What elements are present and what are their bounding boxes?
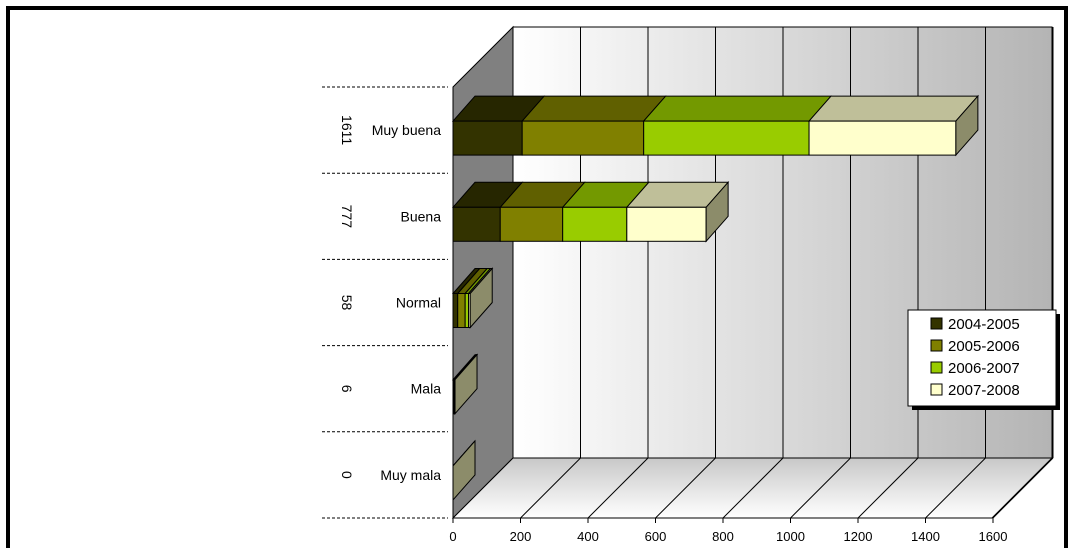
floor-gridline [587,457,649,519]
bar-segment-top [642,95,833,122]
bar-end-face [469,267,493,329]
category-labels: Muy buena 1611 Buena 777 Normal 58 Mala 6 Muy ma… [339,115,441,483]
tick-label: 0 [449,529,456,544]
legend-swatch-2006-2007 [930,361,943,374]
bar-end-face [705,180,729,243]
bar-segment [625,181,730,242]
bar-segment [499,181,586,242]
bar-segment-front [626,206,707,242]
legend-swatch-2007-2008 [930,383,943,396]
bar-segment [451,181,524,242]
bar-segment-front [464,293,470,328]
category-label: Muy buena [372,122,441,138]
legend-swatch-2004-2005 [930,317,943,330]
legend-label: 2007-2008 [948,382,1020,399]
legend-swatch-2005-2006 [930,339,943,352]
category-label: Muy mala [380,467,441,483]
bar-end-face [454,353,478,416]
legend-label: 2004-2005 [948,316,1020,333]
bar-segment [642,95,833,156]
legend-label: 2006-2007 [948,360,1020,377]
tick-label: 400 [577,529,599,544]
floor-gridline [790,457,851,519]
bar-segment [807,95,979,156]
bar-segment-front [499,206,564,242]
category-separators [322,86,448,519]
bar-segment-front [643,120,810,156]
floor-gridline [655,457,716,519]
bar-segment-front [457,293,466,328]
floor-gridline [520,457,581,519]
tick-label: 600 [645,529,667,544]
floor-gridline [857,457,919,519]
tick-label: 1000 [776,529,805,544]
category-label: Buena [401,208,442,224]
tick-label: 200 [510,529,532,544]
tick-label: 1600 [979,529,1008,544]
bar-segment-front [521,120,645,156]
bar-segment-front [808,120,957,156]
bar-end-face [955,94,979,157]
tick-label: 1200 [844,529,873,544]
floor-gridline [992,457,1054,519]
floor-gridline [925,457,986,519]
bar-end-face [452,439,476,502]
bar-segment-top [521,95,667,122]
bar-segment-front [562,206,628,242]
category-label: Mala [411,381,442,397]
bar-segment-front [452,293,459,328]
x-axis-tick-labels: 0 200 400 600 800 1000 1200 1400 1600 [449,518,1007,544]
tick-label: 800 [712,529,734,544]
tick-label: 1400 [911,529,940,544]
bar-segment-front [452,206,501,242]
category-total-label: 6 [339,385,355,393]
bar-segment-front [452,120,523,156]
category-label: Normal [396,295,441,311]
category-total-label: 58 [339,295,355,311]
floor-gridline [722,457,784,519]
legend: 2004-2005 2005-2006 2006-2007 2007-2008 [907,309,1060,410]
category-total-label: 1611 [339,115,355,145]
bar-segment-top [807,95,979,122]
bars [451,94,979,502]
category-total-label: 0 [339,471,355,479]
bar-segment [521,95,667,156]
chart-border [6,6,1068,548]
category-total-label: 777 [339,205,355,229]
legend-label: 2005-2006 [948,338,1020,355]
